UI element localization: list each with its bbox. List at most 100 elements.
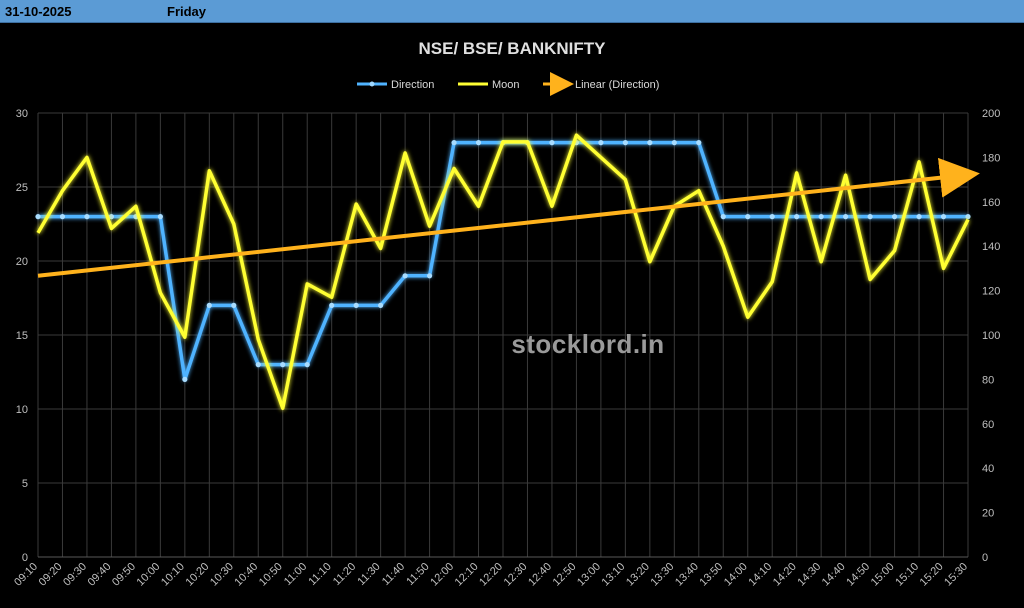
x-tick-label: 14:10 — [746, 561, 774, 589]
x-tick-label: 12:00 — [428, 561, 456, 589]
x-tick-label: 09:50 — [110, 561, 138, 589]
legend-direction-marker — [369, 81, 375, 87]
direction-point — [940, 214, 947, 220]
direction-point — [231, 302, 237, 308]
direction-point — [353, 302, 359, 308]
direction-point — [818, 214, 824, 220]
x-tick-label: 09:20 — [37, 561, 65, 589]
gridlines — [37, 112, 969, 558]
y-right-tick-label: 20 — [982, 508, 994, 520]
x-tick-label: 10:30 — [208, 561, 236, 589]
x-tick-label: 12:40 — [526, 561, 554, 589]
x-tick-label: 09:10 — [12, 561, 40, 589]
x-tick-label: 10:40 — [232, 561, 260, 589]
x-tick-label: 11:10 — [306, 561, 333, 588]
y-right-tick-label: 0 — [982, 552, 988, 564]
x-tick-label: 11:50 — [404, 561, 431, 588]
series — [35, 133, 980, 411]
x-tick-label: 14:50 — [844, 561, 872, 589]
x-tick-label: 10:50 — [257, 561, 285, 589]
x-tick-label: 11:00 — [282, 561, 309, 588]
x-tick-label: 11:20 — [331, 561, 358, 588]
direction-point — [965, 214, 971, 220]
x-tick-label: 13:10 — [600, 561, 628, 589]
direction-point — [794, 214, 800, 220]
legend-trend-label: Linear (Direction) — [575, 79, 659, 91]
direction-point — [891, 214, 898, 220]
x-tick-label: 11:40 — [380, 561, 407, 588]
y-right-tick-label: 160 — [982, 197, 1000, 209]
x-tick-label: 09:30 — [61, 561, 89, 589]
direction-point — [916, 214, 922, 220]
direction-point — [475, 140, 482, 146]
direction-point — [598, 140, 604, 146]
direction-point — [867, 214, 873, 220]
direction-point — [84, 214, 90, 220]
direction-point — [647, 140, 653, 146]
direction-point — [402, 273, 408, 279]
y-left-tick-label: 20 — [16, 256, 28, 268]
chart-area: NSE/ BSE/ BANKNIFTY Direction Moon Linea… — [0, 22, 1024, 608]
direction-point — [769, 214, 775, 220]
y-right-tick-label: 140 — [982, 241, 1000, 253]
direction-point — [451, 140, 457, 146]
x-tick-label: 10:20 — [183, 561, 211, 589]
direction-point — [255, 362, 261, 368]
x-tick-label: 14:30 — [795, 561, 823, 589]
x-tick-label: 13:20 — [624, 561, 652, 589]
y-right-tick-label: 180 — [982, 152, 1000, 164]
direction-point — [59, 214, 66, 220]
y-left-tick-label: 15 — [16, 330, 28, 342]
day-label: Friday — [167, 4, 207, 19]
x-tick-label: 12:20 — [477, 561, 505, 589]
x-tick-label: 12:50 — [551, 561, 579, 589]
x-tick-label: 14:00 — [722, 561, 750, 589]
direction-point — [329, 302, 335, 308]
direction-point — [843, 214, 849, 220]
x-tick-label: 13:00 — [575, 561, 603, 589]
date-label: 31-10-2025 — [5, 4, 72, 19]
direction-point — [206, 302, 212, 308]
direction-point — [549, 140, 555, 146]
x-tick-label: 11:30 — [355, 561, 382, 588]
direction-point — [745, 214, 751, 220]
direction-point — [157, 214, 163, 220]
direction-point — [426, 273, 433, 279]
y-right-tick-label: 200 — [982, 108, 1000, 120]
direction-point — [720, 214, 726, 220]
x-tick-label: 13:30 — [648, 561, 676, 589]
x-tick-label: 13:40 — [673, 561, 701, 589]
direction-point — [182, 376, 188, 382]
x-tick-label: 12:30 — [502, 561, 530, 589]
x-tick-label: 14:20 — [771, 561, 799, 589]
watermark: stocklord.in — [511, 329, 664, 359]
direction-point — [108, 214, 115, 220]
direction-point — [671, 140, 677, 146]
x-tick-label: 14:40 — [820, 561, 848, 589]
y-left-tick-label: 5 — [22, 478, 28, 490]
direction-trendline — [37, 157, 980, 278]
moon-series-line — [36, 133, 970, 411]
direction-point — [280, 362, 286, 368]
direction-point — [622, 140, 628, 146]
line-chart: NSE/ BSE/ BANKNIFTY Direction Moon Linea… — [12, 39, 1000, 589]
x-tick-label: 10:10 — [159, 561, 187, 589]
x-tick-label: 15:20 — [918, 561, 946, 589]
chart-title: NSE/ BSE/ BANKNIFTY — [418, 39, 606, 58]
date-header-bar: 31-10-2025 Friday — [0, 0, 1024, 23]
x-tick-label: 10:00 — [135, 561, 163, 589]
x-tick-label: 13:50 — [697, 561, 725, 589]
y-left-tick-label: 10 — [16, 404, 28, 416]
y-right-tick-label: 40 — [982, 463, 994, 475]
x-tick-label: 15:00 — [869, 561, 897, 589]
x-tick-label: 15:30 — [942, 561, 970, 589]
y-right-tick-label: 120 — [982, 286, 1000, 298]
y-left-tick-label: 30 — [16, 108, 28, 120]
x-tick-label: 15:10 — [893, 561, 921, 589]
y-right-tick-label: 80 — [982, 374, 994, 386]
y-left-tick-label: 25 — [16, 182, 28, 194]
x-tick-label: 12:10 — [453, 561, 481, 589]
y-right-tick-label: 60 — [982, 419, 994, 431]
direction-point — [696, 140, 702, 146]
y-left-tick-label: 0 — [22, 552, 28, 564]
